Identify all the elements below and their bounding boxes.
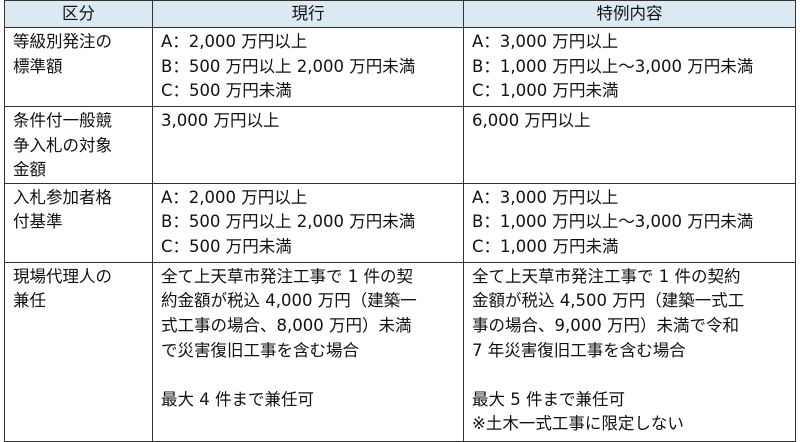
current-cell: A：2,000 万円以上 B：500 万円以上 2,000 万円未満 C：500 万…	[152, 182, 464, 263]
category-line: 現場代理人の	[13, 266, 112, 286]
special-line: 事の場合、9,000 万円）未満で令和	[472, 315, 739, 335]
current-line: 全て上天草市発注工事で 1 件の契	[161, 266, 413, 286]
category-line: 兼任	[13, 291, 46, 311]
special-line: 全て上天草市発注工事で 1 件の契約	[472, 266, 741, 286]
special-cell: A：3,000 万円以上 B：1,000 万円以上～3,000 万円未満 C：1,0…	[463, 27, 796, 107]
special-line: B：1,000 万円以上～3,000 万円未満	[472, 212, 754, 232]
current-line: A：2,000 万円以上	[161, 187, 308, 207]
header-row: 区分 現行 特例内容	[4, 0, 796, 28]
comparison-table: 区分 現行 特例内容 等級別発注の 標準額 A：2,000 万円以上 B：500 万円…	[4, 0, 796, 442]
table-row: 条件付一般競 争入札の対象 金額 3,000 万円以上 6,000 万円以上	[4, 106, 796, 184]
category-cell: 等級別発注の 標準額	[4, 27, 153, 107]
category-cell: 条件付一般競 争入札の対象 金額	[4, 106, 153, 184]
current-line: B：500 万円以上 2,000 万円未満	[161, 56, 416, 76]
current-line: 式工事の場合、8,000 万円）未満	[161, 315, 412, 335]
category-cell: 現場代理人の 兼任	[4, 261, 153, 442]
current-line: A：2,000 万円以上	[161, 32, 308, 51]
special-line: 7 年災害復旧工事を含む場合	[472, 340, 686, 360]
current-cell: 3,000 万円以上	[152, 106, 464, 184]
current-line	[161, 363, 455, 388]
current-line: C：500 万円未満	[161, 81, 292, 101]
table-row: 入札参加者格 付基準 A：2,000 万円以上 B：500 万円以上 2,000 万円…	[4, 182, 796, 263]
special-line	[472, 363, 787, 388]
current-line: C：500 万円未満	[161, 236, 292, 256]
header-special: 特例内容	[463, 0, 796, 28]
category-line: 標準額	[13, 56, 63, 76]
table-row: 現場代理人の 兼任 全て上天草市発注工事で 1 件の契 約金額が税込 4,000 万円…	[4, 261, 796, 442]
category-line: 入札参加者格	[13, 187, 112, 207]
special-line: ※土木一式工事に限定しない	[472, 414, 684, 434]
category-line: 条件付一般競	[13, 111, 112, 130]
current-cell: A：2,000 万円以上 B：500 万円以上 2,000 万円未満 C：500 万…	[152, 27, 464, 107]
current-line: 3,000 万円以上	[161, 111, 280, 130]
table-row: 等級別発注の 標準額 A：2,000 万円以上 B：500 万円以上 2,000 万円…	[4, 27, 796, 107]
category-line: 付基準	[13, 212, 63, 232]
current-cell: 全て上天草市発注工事で 1 件の契 約金額が税込 4,000 万円（建築一 式工事の…	[152, 261, 464, 442]
category-line: 金額	[13, 160, 46, 180]
special-line: B：1,000 万円以上～3,000 万円未満	[472, 56, 754, 76]
category-line: 争入札の対象	[13, 135, 112, 155]
special-cell: 全て上天草市発注工事で 1 件の契約 金額が税込 4,500 万円（建築一式工 事の…	[463, 261, 796, 442]
header-category: 区分	[4, 0, 153, 28]
special-line: C：1,000 万円未満	[472, 81, 619, 101]
special-line: 金額が税込 4,500 万円（建築一式工	[472, 291, 745, 311]
header-current: 現行	[152, 0, 464, 28]
special-cell: 6,000 万円以上	[463, 106, 796, 184]
special-line: 最大 5 件まで兼任可	[472, 389, 625, 409]
special-line: A：3,000 万円以上	[472, 32, 619, 51]
current-line: B：500 万円以上 2,000 万円未満	[161, 212, 416, 232]
category-cell: 入札参加者格 付基準	[4, 182, 153, 263]
current-line: 約金額が税込 4,000 万円（建築一	[161, 291, 417, 311]
special-cell: A：3,000 万円以上 B：1,000 万円以上～3,000 万円未満 C：1,0…	[463, 182, 796, 263]
special-line: A：3,000 万円以上	[472, 187, 619, 207]
current-line: 最大 4 件まで兼任可	[161, 389, 314, 409]
special-line: 6,000 万円以上	[472, 111, 591, 130]
current-line: で災害復旧工事を含む場合	[161, 340, 359, 360]
category-line: 等級別発注の	[13, 32, 112, 51]
special-line: C：1,000 万円未満	[472, 236, 619, 256]
